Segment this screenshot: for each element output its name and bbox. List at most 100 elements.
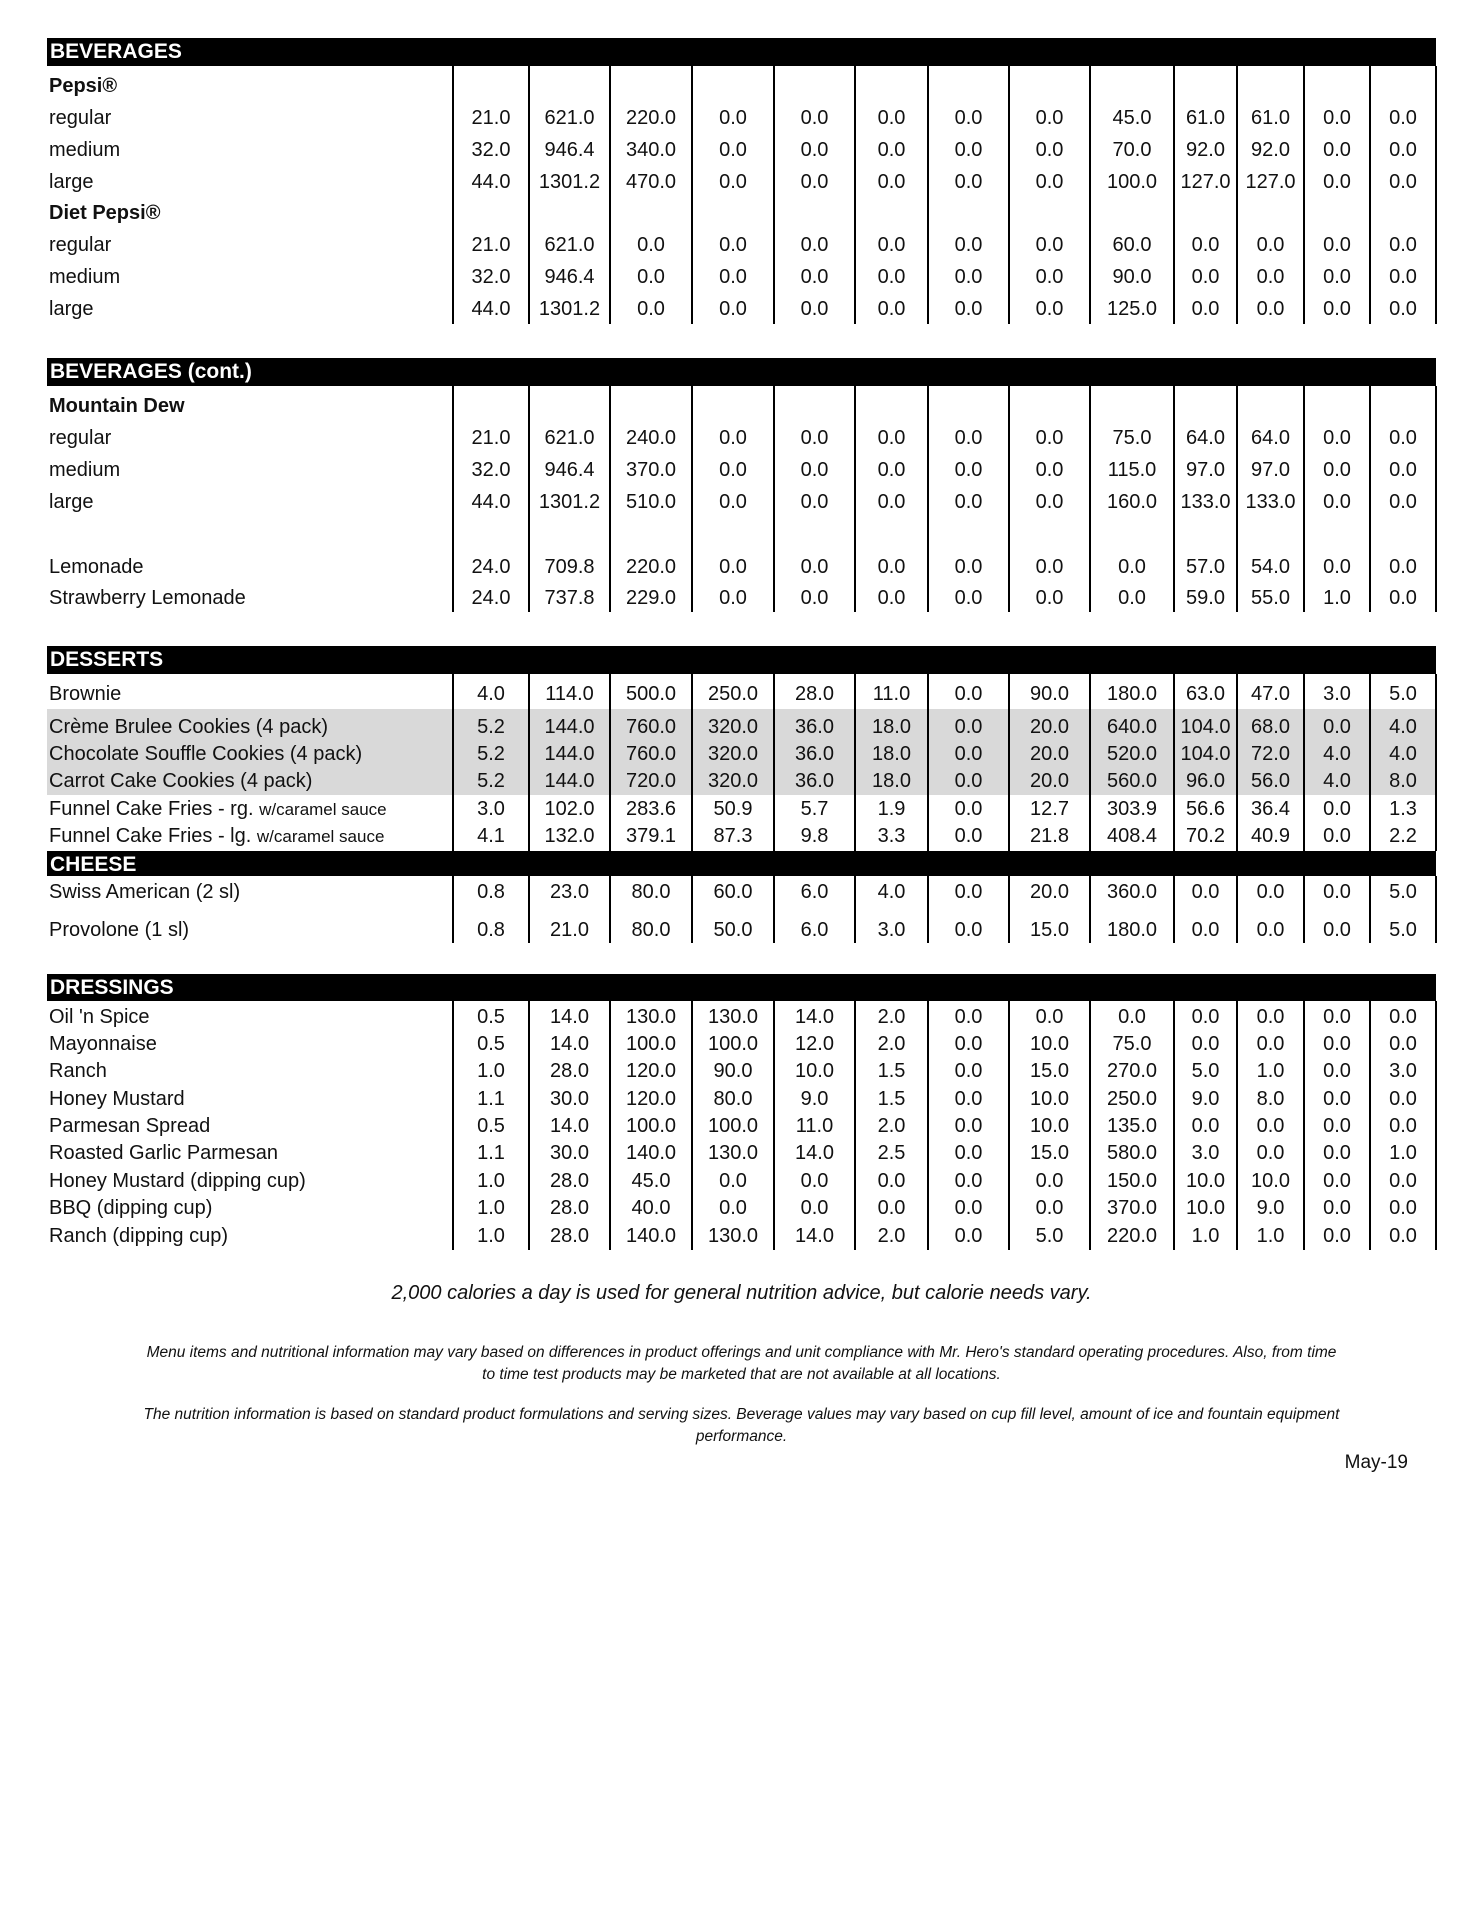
nutrient-value: 28.0 [550,1170,589,1192]
nutrient-value: 0.0 [1323,1142,1351,1164]
nutrient-value: 72.0 [1251,743,1290,765]
nutrient-value: 44.0 [471,491,511,513]
nutrient-value: 80.0 [713,1088,753,1110]
nutrient-value: 0.0 [1118,1006,1146,1028]
nutrient-value: 379.1 [625,825,677,847]
item-name: Diet Pepsi® [49,202,161,224]
column-divider [528,876,530,943]
nutrient-value: 0.0 [1256,1033,1285,1055]
nutrient-value: 28.0 [550,1225,589,1247]
nutrient-value: 0.0 [719,171,747,193]
nutrient-value: 144.0 [544,743,595,765]
nutrient-value: 0.0 [877,491,906,513]
nutrient-value: 5.2 [477,716,505,738]
disclaimer-offerings-line1: Menu items and nutritional information m… [146,1344,1337,1361]
nutrient-value: 0.0 [1389,139,1417,161]
section-header: DRESSINGS [47,974,1436,1001]
nutrient-value: 0.0 [954,427,983,449]
item-label: regular [49,424,111,452]
nutrient-value: 0.0 [954,1060,983,1082]
nutrient-value: 0.0 [1035,107,1064,129]
nutrient-value: 70.2 [1186,825,1225,847]
column-divider [528,674,530,851]
nutrient-value: 14.0 [795,1142,834,1164]
item-name: Mayonnaise [49,1033,157,1055]
nutrient-value: 133.0 [1180,491,1231,513]
nutrient-value: 0.0 [719,556,747,578]
nutrient-value: 320.0 [707,716,759,738]
table-row: regular 21.0 621.0 0.0 0.0 0.0 0.0 0.0 0.0 60.0 0.… [47,231,1436,259]
item-name: Provolone (1 sl) [49,919,190,941]
nutrient-value: 1.0 [477,1060,505,1082]
nutrient-value: 0.0 [954,1006,983,1028]
nutrient-value: 0.0 [719,266,747,288]
nutrient-value: 4.0 [477,683,505,705]
nutrient-value: 104.0 [1180,716,1231,738]
nutrient-value: 0.0 [1035,1006,1064,1028]
nutrient-value: 0.0 [1389,1170,1417,1192]
nutrient-value: 100.0 [625,1033,677,1055]
nutrient-value: 0.0 [954,459,983,481]
nutrient-value: 100.0 [625,1115,677,1137]
table-row: Funnel Cake Fries - rg. w/caramel sauce 3… [47,795,1436,823]
nutrient-value: 120.0 [625,1060,677,1082]
column-divider [1236,66,1238,324]
nutrient-value: 720.0 [625,770,677,792]
item-name: medium [49,459,121,481]
item-label: Honey Mustard [49,1085,185,1113]
nutrient-value: 283.6 [625,798,677,820]
item-name: medium [49,139,121,161]
nutrient-value: 60.0 [1112,234,1152,256]
nutrient-value: 11.0 [795,1115,834,1137]
nutrient-value: 0.0 [719,491,747,513]
column-divider [1303,66,1305,324]
item-label: medium [49,263,120,291]
nutrient-value: 132.0 [544,825,595,847]
nutrient-value: 470.0 [625,171,677,193]
nutrient-value: 54.0 [1251,556,1290,578]
nutrient-value: 92.0 [1186,139,1225,161]
nutrient-value: 1.0 [1191,1225,1220,1247]
column-divider [773,1001,775,1250]
nutrient-value: 0.0 [1191,1033,1220,1055]
nutrient-value: 14.0 [550,1006,589,1028]
nutrient-value: 0.0 [954,1033,983,1055]
nutrient-value: 946.4 [544,266,595,288]
nutrient-value: 1.1 [477,1142,505,1164]
nutrient-value: 0.5 [477,1033,505,1055]
item-name: Honey Mustard [49,1088,185,1110]
nutrient-value: 0.0 [954,1115,983,1137]
nutrient-value: 0.0 [877,234,906,256]
nutrient-value: 320.0 [707,743,759,765]
item-label: Oil 'n Spice [49,1003,150,1031]
nutrient-value: 0.0 [877,298,906,320]
nutrient-value: 2.0 [877,1115,906,1137]
nutrient-value: 144.0 [544,770,595,792]
nutrient-value: 0.5 [477,1115,505,1137]
column-divider [1008,876,1010,943]
nutrient-value: 0.8 [477,919,505,941]
nutrient-value: 2.0 [877,1225,906,1247]
table-row: Mayonnaise 0.5 14.0 100.0 100.0 12.0 2.0 0.0 10.… [47,1030,1436,1058]
nutrient-value: 0.0 [954,139,983,161]
item-name: Mountain Dew [49,395,185,417]
nutrient-value: 150.0 [1106,1170,1158,1192]
nutrient-value: 737.8 [544,587,595,609]
nutrient-value: 580.0 [1106,1142,1158,1164]
nutrient-value: 0.0 [954,683,983,705]
nutrient-value: 0.0 [1118,556,1146,578]
nutrient-value: 21.0 [471,107,511,129]
nutrient-value: 0.0 [1323,919,1351,941]
nutrient-value: 104.0 [1180,743,1231,765]
nutrient-value: 0.0 [1035,459,1064,481]
nutrient-value: 60.0 [713,881,753,903]
nutrient-value: 709.8 [544,556,595,578]
item-label: Ranch (dipping cup) [49,1222,228,1250]
item-label: Provolone (1 sl) [49,916,189,944]
column-divider [1008,674,1010,851]
nutrient-value: 125.0 [1106,298,1158,320]
item-name: medium [49,266,121,288]
column-divider [609,66,611,324]
column-divider [927,386,929,612]
nutrient-value: 45.0 [631,1170,671,1192]
